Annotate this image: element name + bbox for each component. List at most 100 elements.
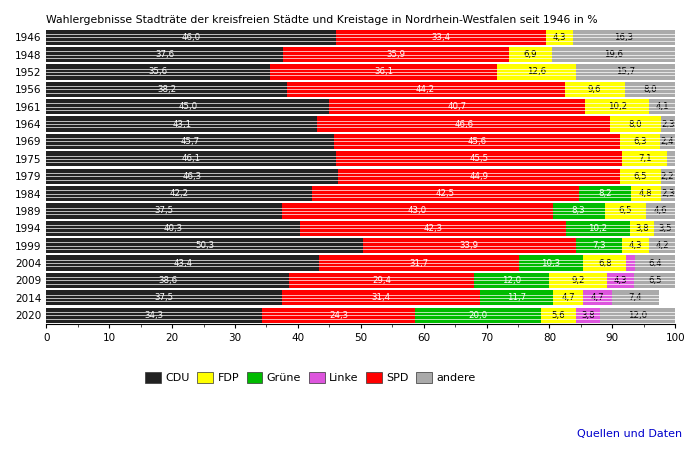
Text: 42,3: 42,3: [424, 224, 442, 233]
Bar: [317, 117, 610, 132]
Text: 45,7: 45,7: [181, 137, 199, 146]
Text: Quellen und Daten: Quellen und Daten: [578, 429, 682, 439]
Bar: [46, 256, 319, 271]
Bar: [585, 99, 650, 114]
Bar: [46, 99, 329, 114]
Text: 38,6: 38,6: [158, 276, 177, 285]
Bar: [46, 307, 262, 323]
Text: 45,6: 45,6: [468, 137, 486, 146]
Text: 37,5: 37,5: [155, 293, 174, 302]
Bar: [579, 186, 631, 201]
Text: 6,5: 6,5: [648, 276, 662, 285]
Bar: [46, 238, 363, 253]
Text: 43,1: 43,1: [172, 120, 191, 129]
Bar: [286, 82, 564, 97]
Text: 2,4: 2,4: [661, 137, 675, 146]
Bar: [335, 30, 545, 45]
Text: 12,0: 12,0: [628, 310, 647, 320]
Bar: [667, 151, 676, 166]
Bar: [583, 290, 612, 306]
Text: 16,3: 16,3: [615, 33, 634, 42]
Text: 9,2: 9,2: [572, 276, 585, 285]
Bar: [545, 30, 573, 45]
Bar: [661, 117, 676, 132]
Text: 8,2: 8,2: [598, 189, 612, 198]
Text: 19,6: 19,6: [604, 50, 623, 59]
Text: 40,3: 40,3: [164, 224, 183, 233]
Bar: [334, 134, 620, 149]
Text: 42,2: 42,2: [169, 189, 188, 198]
Bar: [283, 47, 508, 62]
Bar: [480, 290, 553, 306]
Bar: [363, 238, 576, 253]
Bar: [631, 186, 661, 201]
Text: 4,1: 4,1: [655, 102, 669, 111]
Bar: [46, 117, 317, 132]
Bar: [46, 273, 289, 288]
Text: 2,3: 2,3: [661, 120, 675, 129]
Text: 4,3: 4,3: [629, 241, 642, 250]
Text: 10,3: 10,3: [541, 259, 561, 268]
Text: 12,0: 12,0: [502, 276, 522, 285]
Text: 4,2: 4,2: [655, 241, 668, 250]
Bar: [605, 203, 645, 219]
Bar: [46, 151, 336, 166]
Text: 33,4: 33,4: [431, 33, 450, 42]
Text: 46,6: 46,6: [454, 120, 473, 129]
Text: 36,1: 36,1: [374, 68, 393, 76]
Bar: [46, 134, 334, 149]
Bar: [540, 307, 576, 323]
Bar: [661, 186, 676, 201]
Bar: [564, 82, 625, 97]
Text: 31,7: 31,7: [410, 259, 428, 268]
Bar: [289, 273, 474, 288]
Text: Wahlergebnisse Stadträte der kreisfreien Städte und Kreistage in Nordrhein-Westf: Wahlergebnisse Stadträte der kreisfreien…: [46, 15, 598, 25]
Bar: [552, 203, 605, 219]
Bar: [415, 307, 540, 323]
Bar: [620, 134, 660, 149]
Bar: [635, 256, 675, 271]
Bar: [620, 169, 661, 184]
Bar: [630, 220, 654, 236]
Bar: [634, 273, 676, 288]
Bar: [583, 256, 626, 271]
Bar: [649, 238, 675, 253]
Bar: [46, 290, 282, 306]
Text: 3,8: 3,8: [635, 224, 649, 233]
Bar: [576, 238, 622, 253]
Text: 6,5: 6,5: [618, 207, 632, 216]
Text: 4,7: 4,7: [591, 293, 604, 302]
Text: 7,1: 7,1: [638, 154, 652, 163]
Bar: [270, 64, 497, 80]
Text: 45,0: 45,0: [178, 102, 197, 111]
Text: 3,8: 3,8: [581, 310, 594, 320]
Text: 43,0: 43,0: [408, 207, 427, 216]
Text: 10,2: 10,2: [608, 102, 627, 111]
Bar: [610, 117, 661, 132]
Text: 6,5: 6,5: [634, 172, 647, 181]
Bar: [612, 290, 659, 306]
Bar: [566, 220, 630, 236]
Text: 2,3: 2,3: [661, 189, 675, 198]
Text: 4,3: 4,3: [552, 33, 566, 42]
Text: 12,6: 12,6: [527, 68, 547, 76]
Text: 4,8: 4,8: [639, 189, 652, 198]
Text: 5,6: 5,6: [552, 310, 565, 320]
Text: 3,5: 3,5: [658, 224, 671, 233]
Bar: [573, 30, 675, 45]
Bar: [46, 220, 300, 236]
Bar: [46, 186, 312, 201]
Text: 6,9: 6,9: [524, 50, 537, 59]
Text: 34,3: 34,3: [145, 310, 164, 320]
Text: 37,5: 37,5: [155, 207, 174, 216]
Bar: [262, 307, 415, 323]
Bar: [508, 47, 552, 62]
Text: 43,4: 43,4: [174, 259, 192, 268]
Bar: [550, 273, 608, 288]
Text: 29,4: 29,4: [372, 276, 391, 285]
Bar: [282, 203, 552, 219]
Text: 9,6: 9,6: [588, 85, 601, 94]
Bar: [553, 290, 583, 306]
Bar: [625, 82, 676, 97]
Bar: [576, 307, 600, 323]
